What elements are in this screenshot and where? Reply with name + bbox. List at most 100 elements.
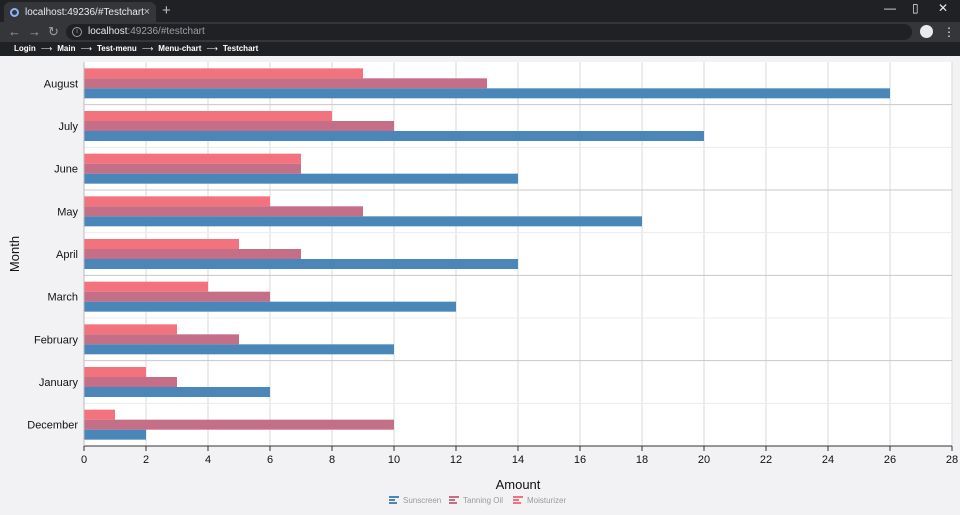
- x-tick-label: 14: [512, 454, 524, 466]
- legend-swatch-icon: [389, 496, 399, 498]
- legend-item: Moisturizer: [513, 496, 566, 505]
- legend-label: Tanning Oil: [463, 496, 503, 505]
- bar-sunscreen: [84, 216, 642, 227]
- y-tick-label: January: [39, 377, 79, 389]
- x-tick-label: 18: [636, 454, 648, 466]
- legend-swatch-icon: [389, 502, 397, 504]
- y-tick-label: February: [34, 334, 79, 346]
- bar-sunscreen: [84, 131, 704, 141]
- bar-moisturizer: [84, 111, 332, 121]
- x-tick-label: 2: [143, 454, 149, 466]
- y-tick-label: December: [27, 420, 78, 432]
- menu-icon[interactable]: ⋮: [943, 25, 955, 39]
- bar-moisturizer: [84, 68, 363, 79]
- legend-swatch-icon: [513, 502, 521, 504]
- y-tick-label: August: [44, 78, 78, 90]
- y-axis-title: Month: [7, 236, 22, 272]
- y-tick-label: April: [56, 249, 78, 261]
- bar-tanning-oil: [84, 249, 301, 259]
- legend-item: Tanning Oil: [449, 496, 503, 505]
- address-bar[interactable]: i localhost:49236/#testchart ☆: [66, 24, 912, 40]
- globe-icon: [10, 7, 19, 17]
- y-tick-label: May: [57, 206, 78, 218]
- bar-moisturizer: [84, 239, 239, 249]
- bar-sunscreen: [84, 344, 394, 355]
- tab-title: localhost:49236/#Testchart: [25, 6, 144, 18]
- bar-tanning-oil: [84, 291, 270, 302]
- breadcrumb-main[interactable]: Main: [57, 44, 76, 53]
- close-icon[interactable]: ×: [143, 6, 150, 18]
- x-axis: 0 2 4 6 8 10 12 14 16 18 20 22 24 26 28: [81, 445, 958, 466]
- bar-moisturizer: [84, 324, 177, 335]
- y-tick-label: July: [58, 121, 78, 133]
- breadcrumb-login[interactable]: Login: [14, 44, 36, 53]
- breadcrumb: Login ⟶ Main ⟶ Test-menu ⟶ Menu-chart ⟶ …: [0, 42, 960, 56]
- x-tick-label: 26: [884, 454, 896, 466]
- breadcrumb-arrow-icon: ⟶: [40, 44, 53, 53]
- legend-label: Sunscreen: [403, 496, 441, 505]
- minimize-button[interactable]: —: [884, 1, 896, 15]
- bar-tanning-oil: [84, 377, 177, 387]
- bar-sunscreen: [84, 173, 518, 184]
- bar-moisturizer: [84, 409, 115, 420]
- forward-button[interactable]: →: [28, 24, 41, 39]
- bar-sunscreen: [84, 259, 518, 269]
- legend-item: Sunscreen: [389, 496, 441, 505]
- legend-swatch-icon: [449, 502, 457, 504]
- browser-toolbar: ← → ↻ i localhost:49236/#testchart ☆ ⋮: [0, 22, 960, 42]
- legend-swatch-icon: [513, 496, 523, 498]
- url-host: localhost: [88, 26, 128, 37]
- x-tick-label: 8: [329, 454, 335, 466]
- breadcrumb-menu-chart[interactable]: Menu-chart: [158, 44, 202, 53]
- breadcrumb-arrow-icon: ⟶: [206, 44, 218, 53]
- info-icon[interactable]: i: [72, 27, 82, 37]
- url-path: :49236/#testchart: [127, 26, 205, 37]
- bars: [84, 68, 890, 440]
- x-tick-label: 28: [946, 454, 958, 466]
- x-tick-label: 4: [205, 454, 211, 466]
- legend-swatch-icon: [389, 499, 395, 501]
- x-tick-label: 24: [822, 454, 834, 466]
- y-tick-label: March: [47, 292, 78, 304]
- breadcrumb-arrow-icon: ⟶: [80, 44, 92, 53]
- bar-moisturizer: [84, 367, 146, 377]
- bar-tanning-oil: [84, 163, 301, 174]
- browser-tab[interactable]: localhost:49236/#Testchart ×: [4, 2, 156, 22]
- bar-moisturizer: [84, 281, 208, 292]
- x-tick-label: 20: [698, 454, 710, 466]
- bar-tanning-oil: [84, 206, 363, 217]
- bar-sunscreen: [84, 88, 890, 99]
- legend: Sunscreen Tanning Oil Moisturizer: [389, 496, 566, 505]
- window-close-button[interactable]: ✕: [938, 1, 949, 15]
- bar-moisturizer: [84, 196, 270, 207]
- back-button[interactable]: ←: [8, 24, 21, 39]
- breadcrumb-test-menu[interactable]: Test-menu: [96, 44, 137, 53]
- x-tick-label: 12: [450, 454, 462, 466]
- x-tick-label: 10: [388, 454, 400, 466]
- x-tick-label: 22: [760, 454, 772, 466]
- bar-tanning-oil: [84, 121, 394, 131]
- legend-swatch-icon: [449, 499, 455, 501]
- y-axis: August July June May April March February Janua…: [27, 62, 85, 446]
- x-axis-title: Amount: [496, 477, 541, 492]
- x-tick-label: 6: [267, 454, 273, 466]
- bar-tanning-oil: [84, 334, 239, 345]
- bar-sunscreen: [84, 301, 456, 312]
- reload-button[interactable]: ↻: [48, 24, 59, 39]
- legend-swatch-icon: [513, 499, 519, 501]
- profile-icon[interactable]: [920, 25, 933, 38]
- bar-sunscreen: [84, 387, 270, 397]
- chart-container: 0 2 4 6 8 10 12 14 16 18 20 22 24 26 28 August July June…: [0, 56, 960, 515]
- y-tick-label: June: [54, 164, 78, 176]
- browser-tab-bar: localhost:49236/#Testchart × + — ▯ ✕: [0, 0, 960, 22]
- x-tick-label: 0: [81, 454, 87, 466]
- legend-swatch-icon: [449, 496, 459, 498]
- breadcrumb-testchart[interactable]: Testchart: [222, 44, 259, 53]
- maximize-button[interactable]: ▯: [912, 1, 919, 15]
- new-tab-button[interactable]: +: [162, 2, 171, 19]
- legend-label: Moisturizer: [527, 496, 566, 505]
- x-tick-label: 16: [574, 454, 586, 466]
- bar-tanning-oil: [84, 419, 394, 430]
- breadcrumb-arrow-icon: ⟶: [141, 44, 154, 53]
- bar-tanning-oil: [84, 78, 487, 89]
